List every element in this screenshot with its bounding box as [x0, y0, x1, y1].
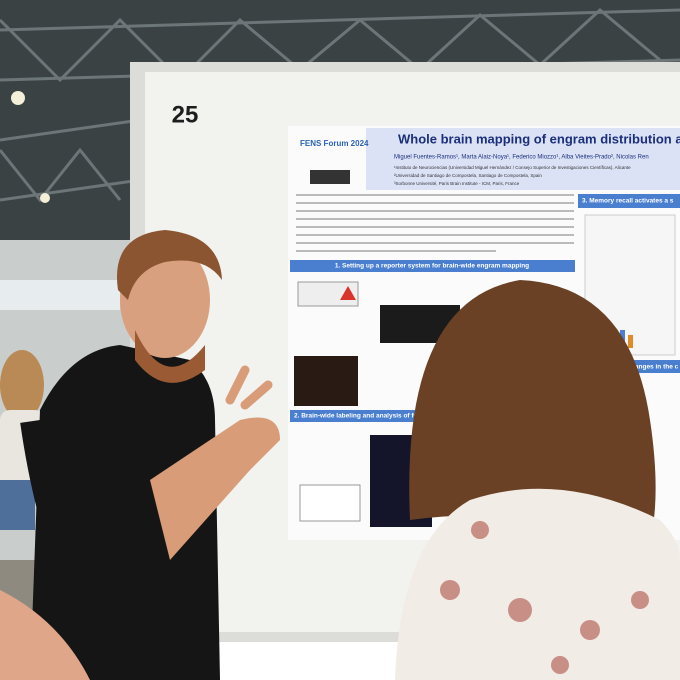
foreground-arm — [0, 590, 90, 680]
man-sleeve — [20, 417, 127, 642]
bystander-skirt — [0, 480, 35, 530]
board-number: 25 — [172, 101, 199, 128]
man-hair — [116, 230, 222, 300]
ceiling-light — [11, 91, 25, 105]
institute-logo — [310, 170, 350, 184]
section-title: 1. Setting up a reporter system for brai… — [335, 263, 529, 270]
section-header — [290, 260, 575, 272]
section-title: 4. Changes in the c — [619, 364, 679, 371]
butterfly-print — [440, 521, 649, 674]
section-header — [290, 410, 450, 422]
bystander-hair — [0, 350, 44, 420]
ceiling-light — [40, 193, 50, 203]
poster-affiliation: ²Universidad de Santiago de Compostela, … — [394, 173, 542, 178]
man-arm — [150, 417, 280, 560]
man-beard — [135, 330, 205, 383]
abstract-lines — [296, 194, 574, 252]
poster-authors: Miguel Fuentes-Ramos¹, Marta Alaiz-Noya¹… — [394, 155, 649, 161]
section-header — [578, 194, 680, 208]
section-title: 2. Brain-wide labeling and analysis of f… — [294, 413, 443, 420]
poster-title: Whole brain mapping of engram distributi… — [398, 131, 680, 146]
woman-shirt — [395, 488, 680, 680]
poster-logo: FENS Forum 2024 — [300, 139, 369, 148]
title-bar — [366, 128, 680, 190]
hall-sign — [0, 280, 120, 310]
section-title: 3. Memory recall activates a s — [582, 198, 674, 205]
poster-affiliation: ¹Instituto de Neurociencias (Universidad… — [394, 165, 631, 170]
man-fingers — [225, 365, 273, 410]
poster-affiliation: ³Sorbonne Université, Paris Brain Instit… — [394, 181, 520, 186]
